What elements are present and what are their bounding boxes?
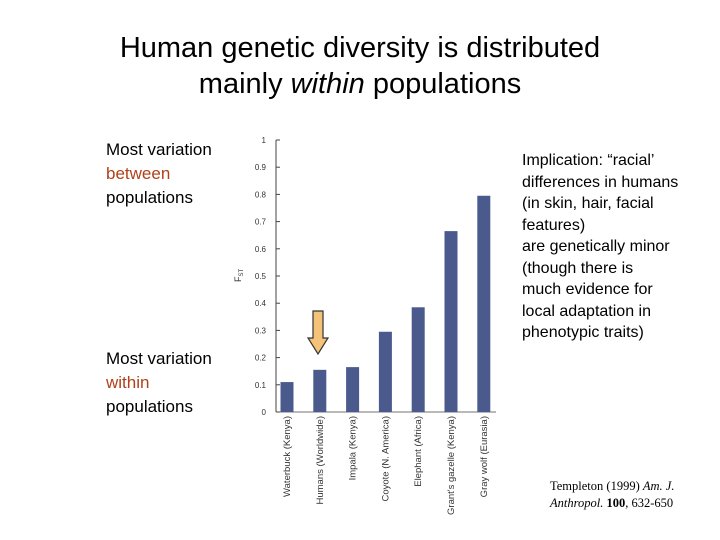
implication-line: Implication: “racial’ bbox=[522, 152, 655, 169]
bar bbox=[411, 307, 425, 412]
x-category-label: Humans (Worldwide) bbox=[315, 416, 326, 505]
y-tick-label: 0.3 bbox=[255, 326, 267, 335]
citation-journal-1: Am. J. bbox=[642, 479, 675, 493]
y-tick-label: 0.5 bbox=[255, 272, 267, 281]
implication-line: much evidence for bbox=[522, 281, 653, 298]
between-populations-label: Most variation between populations bbox=[106, 138, 212, 210]
y-tick-label: 0.9 bbox=[255, 163, 267, 172]
title-line-2-post: populations bbox=[364, 68, 522, 100]
x-category-label: Waterbuck (Kenya) bbox=[282, 416, 293, 497]
down-arrow-icon bbox=[307, 310, 329, 356]
implication-line: local adaptation in bbox=[522, 302, 651, 320]
y-tick-label: 0.7 bbox=[255, 218, 267, 227]
within-label-accent: within bbox=[106, 373, 150, 392]
within-label-line-1: Most variation bbox=[106, 349, 212, 368]
x-category-label: Gray wolf (Eurasia) bbox=[479, 416, 490, 497]
y-tick-label: 0.6 bbox=[255, 245, 267, 254]
y-tick-label: 0.1 bbox=[255, 381, 267, 390]
citation-journal-2: Anthropol. bbox=[550, 496, 604, 510]
x-category-label: Grant's gazelle (Kenya) bbox=[446, 416, 457, 515]
implication-line: (in skin, hair, facial bbox=[522, 195, 654, 212]
citation-pages: , 632-650 bbox=[625, 496, 674, 510]
title-line-2-pre: mainly bbox=[198, 68, 291, 100]
bar bbox=[280, 382, 294, 412]
title-emphasis: within bbox=[290, 68, 365, 100]
citation-volume: 100 bbox=[606, 496, 626, 510]
y-tick-label: 0.8 bbox=[255, 190, 267, 199]
title-line-2: mainly within populations bbox=[60, 66, 660, 102]
between-label-line-1: Most variation bbox=[106, 140, 212, 159]
implication-line: are genetically minor bbox=[522, 238, 670, 255]
implication-text: Implication: “racial’ differences in hum… bbox=[522, 150, 712, 344]
bar bbox=[313, 369, 327, 412]
y-tick-label: 1 bbox=[262, 136, 267, 145]
citation: Templeton (1999) Am. J. Anthropol. 100, … bbox=[550, 478, 715, 512]
implication-line: differences in humans bbox=[522, 173, 679, 191]
bar bbox=[444, 231, 458, 412]
title-line-1: Human genetic diversity is distributed bbox=[119, 32, 601, 64]
citation-author: Templeton (1999) bbox=[550, 479, 643, 493]
y-axis-label: FST bbox=[233, 268, 245, 282]
between-label-line-3: populations bbox=[106, 188, 193, 207]
bar bbox=[346, 367, 360, 412]
between-label-accent: between bbox=[106, 164, 171, 183]
within-populations-label: Most variation within populations bbox=[106, 347, 212, 419]
bar bbox=[378, 331, 392, 412]
y-tick-label: 0 bbox=[262, 408, 267, 417]
implication-line: phenotypic traits) bbox=[522, 324, 644, 341]
implication-line: features) bbox=[522, 216, 586, 234]
implication-line: (though there is bbox=[522, 259, 634, 277]
y-tick-label: 0.2 bbox=[255, 354, 267, 363]
bar bbox=[477, 195, 491, 412]
x-category-label: Elephant (Africa) bbox=[413, 416, 424, 487]
within-label-line-3: populations bbox=[106, 397, 193, 416]
slide-title: Human genetic diversity is distributed m… bbox=[60, 30, 660, 102]
x-category-label: Impala (Kenya) bbox=[348, 416, 359, 480]
y-tick-label: 0.4 bbox=[255, 299, 267, 308]
x-category-label: Coyote (N. America) bbox=[380, 416, 391, 502]
